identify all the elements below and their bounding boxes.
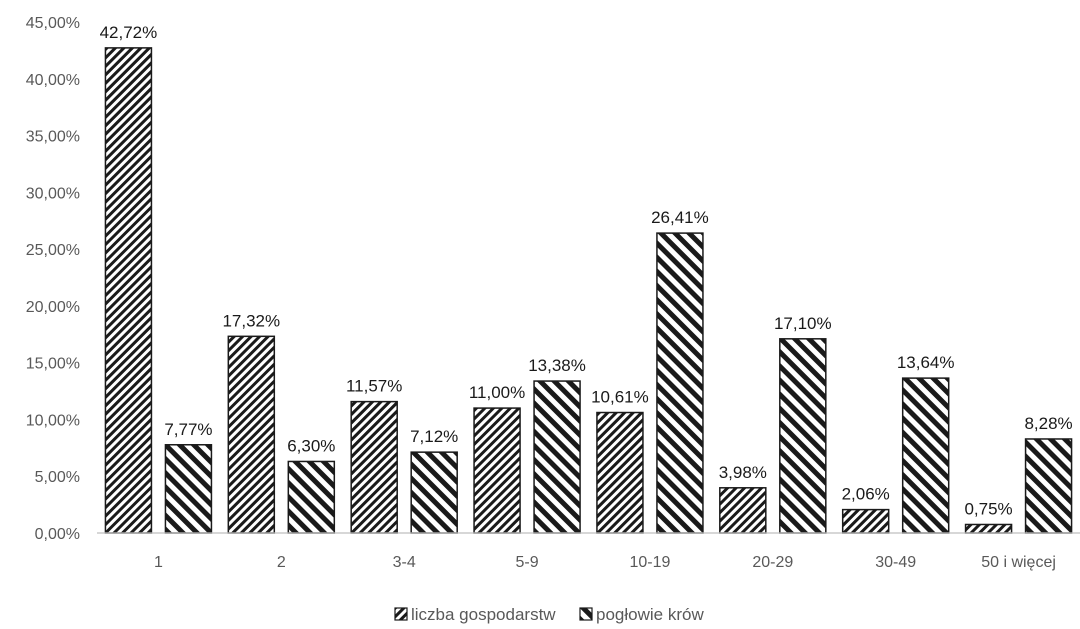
data-label: 10,61% [591, 388, 649, 407]
legend-label: pogłowie krów [596, 605, 704, 624]
bar-poglowie-krow [410, 451, 458, 534]
data-label: 13,38% [528, 356, 586, 375]
x-tick-label: 30-49 [875, 554, 916, 571]
y-tick-label: 0,00% [35, 526, 80, 543]
bar-poglowie-krow [779, 338, 827, 534]
legend-label: liczba gospodarstw [411, 605, 556, 624]
bar-liczba-gospodarstw [596, 411, 644, 534]
data-label: 42,72% [100, 23, 158, 42]
data-labels: 42,72%7,77%17,32%6,30%11,57%7,12%11,00%1… [100, 23, 1073, 519]
x-tick-label: 50 i więcej [981, 554, 1056, 571]
bar-poglowie-krow [1024, 438, 1073, 534]
bars [104, 47, 1073, 534]
bar-poglowie-krow [656, 232, 704, 534]
data-label: 2,06% [842, 485, 890, 504]
bar-liczba-gospodarstw [473, 407, 521, 534]
y-tick-label: 35,00% [26, 129, 80, 146]
y-tick-label: 5,00% [35, 469, 80, 486]
data-label: 17,10% [774, 314, 832, 333]
legend-swatch [579, 607, 593, 621]
legend-swatch [394, 607, 408, 621]
y-tick-label: 15,00% [26, 356, 80, 373]
data-label: 0,75% [964, 499, 1012, 518]
y-tick-label: 30,00% [26, 185, 80, 202]
bar-liczba-gospodarstw [841, 508, 890, 534]
x-tick-label: 10-19 [629, 554, 670, 571]
y-tick-label: 25,00% [26, 242, 80, 259]
y-tick-label: 45,00% [26, 15, 80, 32]
data-label: 17,32% [222, 311, 280, 330]
bar-poglowie-krow [287, 460, 336, 534]
bar-liczba-gospodarstw [964, 523, 1013, 534]
bar-poglowie-krow [533, 380, 581, 534]
data-label: 11,00% [469, 383, 525, 402]
y-tick-label: 10,00% [26, 412, 80, 429]
data-label: 6,30% [287, 436, 335, 455]
x-tick-label: 3-4 [393, 554, 416, 571]
data-label: 3,98% [719, 463, 767, 482]
x-tick-label: 1 [154, 554, 163, 571]
legend: liczba gospodarstw pogłowie krów [394, 605, 704, 624]
y-tick-label: 40,00% [26, 72, 80, 89]
bar-poglowie-krow [164, 444, 213, 534]
data-label: 11,57% [346, 377, 402, 396]
x-tick-label: 5-9 [516, 554, 539, 571]
data-label: 7,12% [410, 427, 458, 446]
data-label: 26,41% [651, 208, 709, 227]
y-tick-label: 20,00% [26, 299, 80, 316]
x-tick-label: 20-29 [752, 554, 793, 571]
y-axis: 0,00% 5,00% 10,00% 15,00% 20,00% 25,00% 30,00%… [26, 15, 80, 543]
x-axis: 1 2 3-4 5-9 10-19 20-29 30-49 50 i więcej [97, 532, 1080, 571]
data-label: 7,77% [164, 420, 212, 439]
bar-liczba-gospodarstw [104, 47, 153, 534]
bar-poglowie-krow [901, 377, 950, 534]
data-label: 13,64% [897, 353, 955, 372]
data-label: 8,28% [1024, 414, 1072, 433]
bar-liczba-gospodarstw [719, 487, 767, 534]
bar-liczba-gospodarstw [350, 400, 398, 534]
x-tick-label: 2 [277, 554, 286, 571]
bar-liczba-gospodarstw [227, 335, 276, 534]
